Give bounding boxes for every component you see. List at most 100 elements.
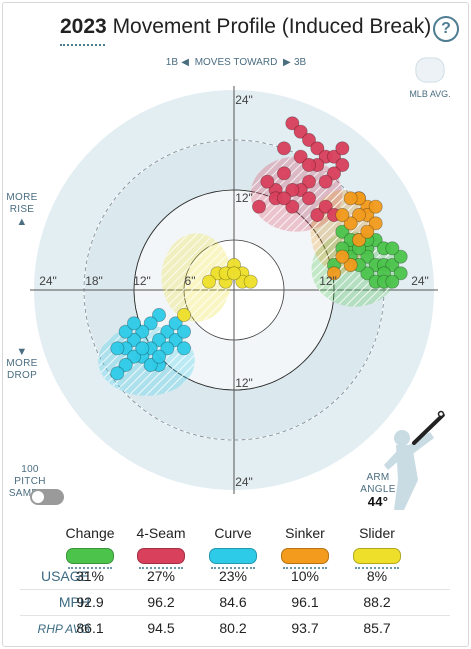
pitcher-arm-angle [384, 410, 445, 510]
legend-label: Change [65, 525, 115, 541]
toggle-knob [32, 491, 44, 503]
direction-label: 1B ◀ MOVES TOWARD ▶ 3B [166, 57, 307, 68]
tick-label-bottom-12: 12" [235, 376, 253, 390]
legend-4-seam[interactable]: 4-Seam [126, 525, 196, 569]
mlb-avg-key[interactable]: MLB AVG. [409, 57, 451, 99]
legend-sinker[interactable]: Sinker [270, 525, 340, 569]
movement-chart: 24" 18" 12" 6" 12" 24" 24" 12" 12" 24" 1B ◀ MOVES… [30, 57, 451, 510]
legend-swatch [209, 548, 257, 564]
table-cell: 88.2 [363, 594, 391, 610]
legend-label: Curve [214, 525, 252, 541]
arm-angle-value: 44° [367, 494, 389, 509]
legend-swatch [66, 548, 114, 564]
point-slider-9 [177, 308, 191, 322]
tick-label-top-12: 12" [235, 191, 253, 205]
legend-swatch [281, 548, 329, 564]
legend-swatch [137, 548, 185, 564]
point-sinker-6 [335, 208, 350, 222]
more-drop-label: ▼ MORE DROP [4, 346, 40, 382]
arm-angle-line [412, 413, 445, 445]
direction-right-label: 3B [294, 57, 307, 68]
point-curve-11 [118, 324, 133, 339]
point-4-seam-26 [302, 158, 316, 172]
legend-slider[interactable]: Slider [342, 525, 412, 569]
table-cell: 94.5 [147, 620, 175, 636]
point-curve-13 [127, 349, 141, 364]
point-curve-16 [177, 341, 191, 356]
page-title: 2023 Movement Profile (Induced Break) [60, 15, 431, 39]
point-change-17 [393, 266, 408, 281]
point-4-seam-25 [293, 149, 308, 164]
point-curve-19 [135, 341, 150, 356]
table-cell: 85.7 [363, 620, 391, 636]
point-sinker-4 [368, 216, 383, 231]
point-curve-1 [143, 316, 158, 331]
tick-label-top-24: 24" [235, 93, 253, 107]
legend-underline [283, 567, 327, 569]
point-change-10 [385, 258, 400, 272]
table-divider [20, 589, 450, 590]
ring-tick-labels: 24" 18" 12" 6" 12" 24" 24" 12" 12" 24" [39, 93, 429, 489]
table-cell: 93.7 [291, 620, 319, 636]
point-4-seam-2 [302, 133, 316, 147]
point-4-seam-13 [285, 183, 300, 197]
point-4-seam-22 [318, 199, 333, 214]
arrow-up-icon: ▲ [16, 216, 28, 228]
year-dropdown-underline[interactable] [60, 44, 105, 46]
point-4-seam-0 [285, 116, 300, 131]
point-4-seam-19 [285, 199, 300, 214]
point-curve-22 [152, 349, 166, 364]
arm-angle-ball [437, 410, 445, 418]
point-sinker-13 [343, 191, 358, 206]
table-cell: 23% [218, 568, 248, 584]
point-curve-9 [168, 333, 183, 347]
table-cell: 92.9 [76, 594, 104, 610]
help-icon[interactable]: ? [433, 16, 459, 42]
point-4-seam-11 [302, 174, 316, 189]
tick-label-right-24: 24" [411, 274, 429, 288]
point-sinker-14 [327, 266, 341, 281]
sample-toggle[interactable] [30, 489, 64, 505]
point-curve-6 [152, 333, 166, 347]
point-change-7 [360, 249, 375, 264]
point-sinker-9 [343, 258, 358, 272]
row-label-usage: USAGE [40, 568, 90, 584]
point-change-13 [393, 249, 408, 264]
point-curve-0 [152, 308, 166, 322]
point-slider-6 [202, 274, 216, 289]
point-sinker-5 [343, 216, 358, 231]
point-4-seam-27 [277, 191, 291, 206]
table-cell: 96.2 [147, 594, 175, 610]
table-cell: 84.6 [219, 594, 247, 610]
point-curve-15 [110, 366, 125, 381]
arm-angle-label: ARM ANGLE 44° [357, 472, 399, 508]
point-slider-5 [243, 274, 258, 289]
table-cell: 86.1 [76, 620, 104, 636]
pitcher-figure-icon [384, 430, 434, 510]
table-cell: 10% [290, 568, 320, 584]
more-rise-label: MORE RISE ▲ [4, 192, 40, 228]
mlb-avg-slider-hatch [161, 233, 232, 322]
point-4-seam-7 [335, 158, 350, 172]
legend-curve[interactable]: Curve [198, 525, 268, 569]
legend-swatch [353, 548, 401, 564]
point-curve-2 [135, 324, 150, 339]
point-sinker-3 [352, 208, 366, 222]
point-4-seam-16 [260, 174, 275, 189]
tick-label-left-6: 6" [185, 274, 196, 288]
point-4-seam-24 [277, 141, 291, 156]
legend-underline [139, 567, 183, 569]
point-slider-8 [227, 266, 241, 281]
point-4-seam-8 [327, 166, 341, 181]
legend-underline [211, 567, 255, 569]
tick-label-bottom-24: 24" [235, 475, 253, 489]
table-cell: 80.2 [219, 620, 247, 636]
point-sinker-7 [352, 233, 366, 247]
point-4-seam-6 [335, 141, 350, 156]
point-curve-18 [143, 358, 158, 372]
table-cell: 8% [366, 568, 388, 584]
legend-change[interactable]: Change [55, 525, 125, 569]
tick-label-left-12: 12" [133, 274, 151, 288]
legend-label: Sinker [285, 525, 325, 541]
